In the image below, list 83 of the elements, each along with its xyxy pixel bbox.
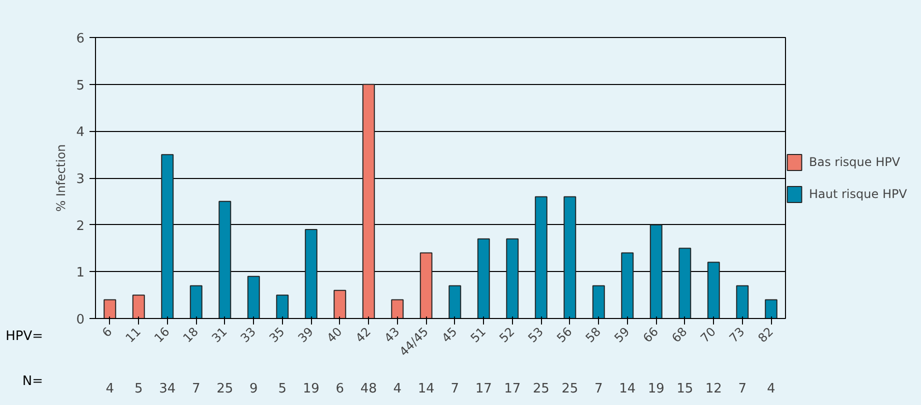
x-tick-label: 11 — [122, 324, 144, 346]
bar — [218, 200, 232, 318]
y-tick-label: 0 — [76, 312, 85, 328]
bar — [506, 238, 519, 318]
bar — [276, 294, 289, 318]
y-axis-title: % Infection — [54, 144, 68, 212]
x-tick-label: 16 — [152, 324, 172, 346]
x-tick-label: 42 — [352, 324, 374, 346]
bar — [247, 276, 260, 318]
text: 7 — [594, 382, 603, 396]
text: 25 — [562, 382, 578, 396]
text: 5 — [278, 382, 287, 396]
text: 17 — [504, 382, 521, 396]
bar — [477, 238, 490, 318]
legend-label: Haut risque HPV — [809, 186, 907, 200]
bar — [764, 299, 778, 318]
bar — [592, 285, 605, 318]
y-tick-label: 6 — [76, 32, 85, 46]
text: 48 — [360, 382, 377, 396]
text: 17 — [475, 382, 492, 396]
bar — [391, 299, 404, 318]
text: N= — [22, 373, 43, 391]
text: 19 — [302, 382, 320, 396]
text: 4 — [106, 382, 114, 396]
x-tick-label: 70 — [698, 324, 719, 346]
text: 25 — [216, 382, 234, 396]
x-tick-label: 51 — [468, 324, 489, 346]
x-tick-label: 40 — [324, 324, 345, 346]
x-axis-title: HPV= — [6, 328, 43, 346]
x-tick-label: 31 — [209, 324, 230, 346]
bar — [190, 285, 202, 318]
text: 9 — [249, 382, 258, 396]
bar — [362, 84, 375, 318]
x-tick-label: 45 — [439, 324, 460, 346]
y-tick-label: 2 — [76, 218, 85, 234]
text: 7 — [738, 382, 747, 396]
bar — [534, 196, 548, 318]
legend-label: Bas risque HPV — [809, 154, 900, 168]
y-tick-label: 3 — [76, 172, 85, 187]
x-tick-label: 73 — [726, 324, 748, 346]
bar — [104, 299, 116, 318]
bar — [621, 252, 634, 318]
bar — [304, 229, 318, 318]
text: 14 — [418, 382, 434, 396]
x-tick-label: 68 — [669, 324, 690, 346]
x-tick-label: 33 — [238, 324, 259, 346]
text: 4 — [393, 382, 402, 396]
bar — [650, 224, 662, 318]
text: 6 — [336, 382, 344, 396]
bar — [161, 154, 174, 318]
text: 15 — [676, 382, 694, 396]
text: 7 — [192, 382, 200, 396]
x-tick-label: 35 — [266, 324, 288, 346]
bar — [678, 248, 692, 318]
x-tick-label: 43 — [382, 324, 402, 346]
bar — [334, 290, 346, 318]
bar — [448, 285, 462, 318]
text: 12 — [705, 382, 722, 396]
x-tick-label: 66 — [640, 324, 662, 346]
x-tick-label: 6 — [100, 324, 115, 340]
x-tick-label: 53 — [525, 324, 546, 346]
x-tick-label: 39 — [295, 324, 316, 346]
y-tick-label: 5 — [76, 78, 85, 94]
bar — [707, 262, 720, 318]
text: 4 — [766, 382, 776, 396]
x-tick-label: 59 — [612, 324, 632, 346]
y-tick-label: 1 — [76, 266, 85, 281]
x-tick-label: 56 — [554, 324, 575, 346]
text: 34 — [159, 382, 176, 396]
x-tick-label: 82 — [755, 324, 776, 346]
text: 25 — [532, 382, 550, 396]
bar — [736, 285, 749, 318]
x-tick-label: 58 — [582, 324, 604, 346]
text: 7 — [450, 382, 460, 396]
text: 19 — [648, 382, 664, 396]
y-tick-label: 4 — [76, 125, 85, 140]
text: 5 — [134, 382, 143, 396]
bar — [132, 294, 145, 318]
bar — [564, 196, 576, 318]
bar — [420, 252, 432, 318]
text: 14 — [619, 382, 636, 396]
x-tick-label: 52 — [496, 324, 518, 346]
x-tick-label: 18 — [180, 324, 202, 346]
